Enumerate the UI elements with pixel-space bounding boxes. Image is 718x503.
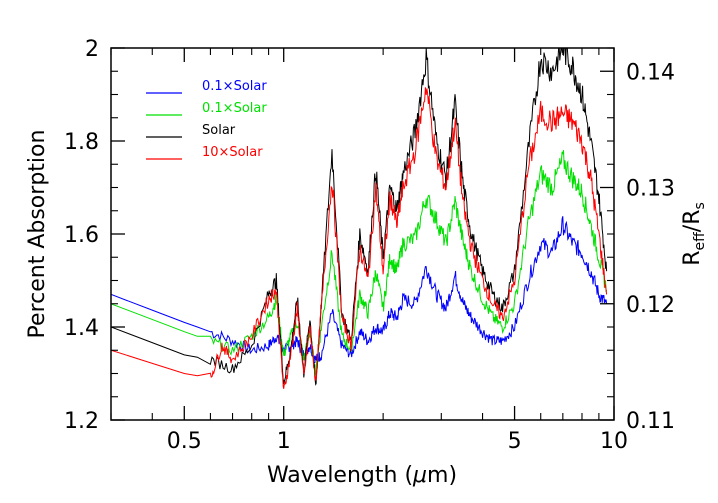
legend-label: 0.1×Solar — [202, 79, 267, 94]
series-line-0 — [111, 216, 608, 364]
y-tick-label: 1.2 — [64, 409, 99, 434]
y2-tick-label: 0.12 — [626, 293, 675, 318]
x-tick-label: 5 — [508, 429, 522, 454]
y-tick-label: 1.4 — [64, 316, 99, 341]
x-axis-title: Wavelength (μm) — [267, 463, 457, 488]
y2-tick-label: 0.14 — [626, 60, 675, 85]
legend-label: Solar — [202, 123, 236, 138]
y-tick-label: 1.8 — [64, 130, 99, 155]
legend: 0.1×Solar 0.1×Solar Solar 10×Solar — [146, 79, 267, 160]
x-tick-label: 0.5 — [167, 429, 202, 454]
tick-label-layer: 0.5 1 5 10 1.2 1.4 1.6 1.8 2 0.11 0.12 0.13 0.14 — [64, 37, 675, 454]
y2-tick-label: 0.11 — [626, 409, 675, 434]
legend-label: 0.1×Solar — [202, 101, 267, 116]
legend-label: 10×Solar — [202, 145, 263, 160]
series-line-2 — [111, 48, 608, 386]
series-layer — [111, 48, 608, 389]
y-axis-title: Percent Absorption — [25, 130, 50, 339]
y-tick-label: 2 — [85, 37, 99, 62]
series-line-3 — [111, 87, 608, 389]
y2-axis-title: Reff/Rs — [680, 202, 708, 266]
y2-tick-label: 0.13 — [626, 177, 675, 202]
x-tick-label: 10 — [600, 429, 628, 454]
tick-layer — [110, 47, 615, 421]
y-tick-label: 1.6 — [64, 223, 99, 248]
x-tick-label: 1 — [277, 429, 291, 454]
